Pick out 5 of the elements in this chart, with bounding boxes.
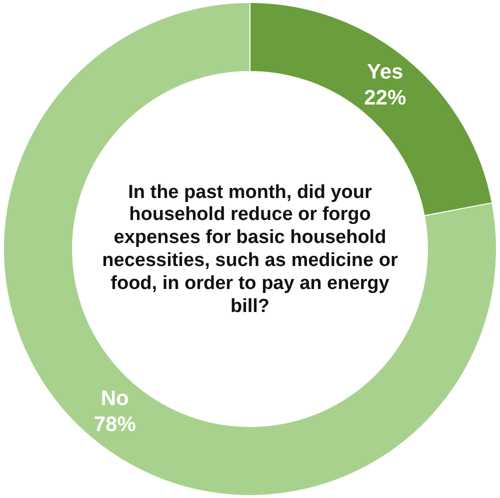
data-label: 78% <box>94 413 136 436</box>
slice-label: No <box>100 387 129 410</box>
text: In the past month, did your household reduce or forgo expenses for basic household necessities, such as medicine or food, in order to pay an energy bill? <box>102 182 398 317</box>
slice-label: Yes <box>367 60 404 84</box>
data-label: 22% <box>364 86 406 110</box>
